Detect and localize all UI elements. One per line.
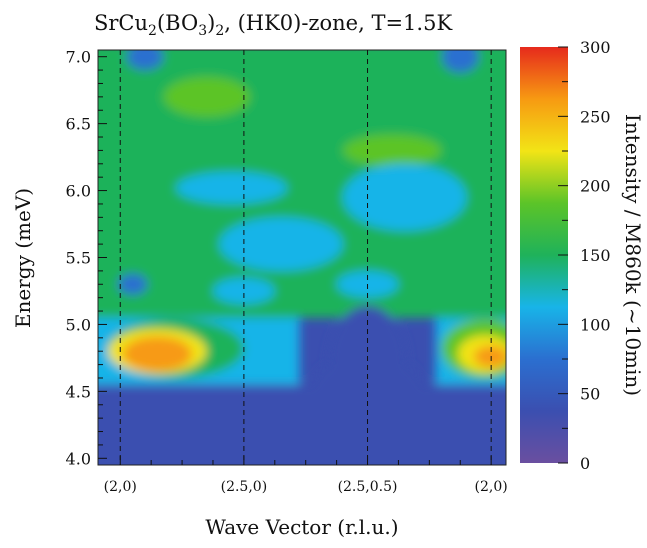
- high-energy-band: [98, 50, 506, 318]
- colorbar-tick-label: 0: [580, 454, 590, 473]
- band-patch: [163, 76, 251, 117]
- y-tick-label: 4.0: [66, 449, 91, 468]
- cyan-patch: [212, 277, 275, 305]
- y-tick-label: 5.5: [66, 249, 91, 268]
- y-tick-label: 6.0: [66, 182, 91, 201]
- band-patch: [342, 134, 442, 167]
- x-tick-label: (2,0): [104, 479, 137, 495]
- blue-patch: [441, 50, 479, 73]
- dashed-lines: [119, 50, 492, 465]
- y-tick-label: 7.0: [66, 48, 91, 67]
- background-below-gap: [98, 384, 506, 465]
- blue-patch: [126, 50, 164, 71]
- cyan-patch: [342, 163, 467, 231]
- blue-patch: [117, 273, 148, 295]
- x-axis-title: Wave Vector (r.l.u.): [205, 515, 398, 539]
- colorbar-tick-label: 50: [580, 385, 600, 404]
- colorbar-title: Intensity / M860k (~10min): [621, 114, 645, 396]
- colorbar-tick-label: 150: [580, 246, 611, 265]
- y-axis-title: Energy (meV): [11, 188, 35, 328]
- bound-state-peak-left: [138, 345, 189, 368]
- colorbar-tick-label: 300: [580, 38, 611, 57]
- x-tick-label: (2.5,0): [221, 479, 268, 495]
- colorbar-tick-label: 200: [580, 177, 611, 196]
- y-tick-label: 5.0: [66, 315, 91, 334]
- colorbar-axis: 0 50 100 150 200 250 300: [558, 38, 611, 473]
- x-tick-label: (2,0): [475, 479, 508, 495]
- y-tick-label: 4.5: [66, 382, 91, 401]
- colorbar-tick-label: 250: [580, 107, 611, 126]
- colorbar-tick-label: 100: [580, 315, 611, 334]
- y-tick-label: 6.5: [66, 115, 91, 134]
- chart-title: SrCu2(BO3)2, (HK0)-zone, T=1.5K: [94, 11, 452, 39]
- x-tick-label: (2.5,0.5): [338, 479, 398, 495]
- heatmap: [98, 50, 506, 465]
- y-axis: 4.0 4.5 5.0 5.5 6.0 6.5 7.0: [66, 48, 107, 468]
- x-axis: (2,0) (2.5,0) (2.5,0.5) (2,0): [104, 456, 508, 495]
- cyan-patch: [219, 217, 343, 271]
- cyan-patch: [175, 171, 288, 204]
- bound-state-peak-right: [473, 345, 506, 368]
